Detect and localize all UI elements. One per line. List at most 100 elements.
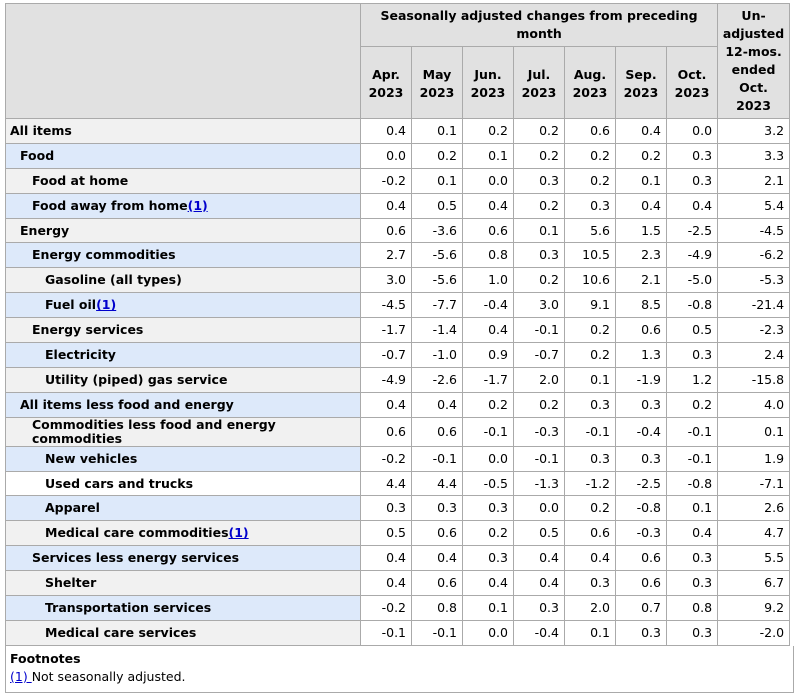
value-cell: 0.3 — [564, 445, 616, 472]
table-row: Gasoline (all types) 3.0 -5.6 1.0 0.2 10.6 2.1… — [5, 267, 791, 294]
value-cell: 0.1 — [615, 167, 667, 194]
unadjusted-header: Un-adjusted 12-mos. ended Oct. 2023 — [717, 3, 791, 119]
value-cell: 0.2 — [462, 520, 514, 547]
month-header: Aug. 2023 — [564, 45, 616, 120]
table-row: Energy 0.6 -3.6 0.6 0.1 5.6 1.5 -2.5 -4.5 — [5, 217, 791, 244]
row-label: All items less food and energy — [5, 391, 361, 418]
cpi-table-container: Seasonally adjusted changes from precedi… — [5, 3, 795, 693]
unadjusted-value-cell: 5.5 — [717, 545, 791, 572]
value-cell: 0.3 — [360, 495, 412, 522]
unadjusted-value-cell: 1.9 — [717, 445, 791, 472]
row-label: Commodities less food and energy commodi… — [5, 416, 361, 447]
table-row: Fuel oil(1) -4.5 -7.7 -0.4 3.0 9.1 8.5 -0.8 -21.… — [5, 292, 791, 319]
value-cell: 0.2 — [564, 167, 616, 194]
footnote-ref-link[interactable]: (1) — [228, 525, 249, 541]
month-header: May 2023 — [411, 45, 463, 120]
row-label: Gasoline (all types) — [5, 267, 361, 294]
row-label-text: Food at home — [32, 172, 129, 188]
value-cell: 0.4 — [360, 192, 412, 219]
row-label-text: Commodities less food and energy commodi… — [32, 416, 276, 446]
unadjusted-value-cell: -6.2 — [717, 242, 791, 269]
row-label: Transportation services — [5, 595, 361, 621]
value-cell: 0.4 — [360, 391, 412, 418]
row-label: Fuel oil(1) — [5, 292, 361, 319]
value-cell: -0.4 — [462, 292, 514, 319]
value-cell: -2.5 — [615, 470, 667, 497]
value-cell: 0.7 — [615, 595, 667, 621]
value-cell: 0.1 — [564, 619, 616, 646]
unadjusted-value-cell: 9.2 — [717, 595, 791, 621]
value-cell: -1.7 — [462, 366, 514, 393]
footnote-text: Not seasonally adjusted. — [31, 668, 186, 684]
value-cell: 0.4 — [360, 570, 412, 597]
value-cell: 0.6 — [615, 570, 667, 597]
value-cell: 0.2 — [462, 391, 514, 418]
row-label: Shelter — [5, 570, 361, 597]
value-cell: 0.2 — [513, 118, 565, 144]
footnote-link[interactable]: (1) — [10, 668, 32, 684]
value-cell: 0.6 — [615, 317, 667, 344]
row-label-text: Apparel — [45, 500, 100, 516]
value-cell: 0.1 — [411, 167, 463, 194]
value-cell: 0.1 — [462, 142, 514, 169]
table-row: Food 0.0 0.2 0.1 0.2 0.2 0.2 0.3 3.3 — [5, 142, 791, 169]
row-label: Food away from home(1) — [5, 192, 361, 219]
value-cell: 4.4 — [411, 470, 463, 497]
value-cell: 0.3 — [462, 495, 514, 522]
value-cell: -1.3 — [513, 470, 565, 497]
table-row: Energy services -1.7 -1.4 0.4 -0.1 0.2 0.6 0.5-… — [5, 317, 791, 344]
value-cell: 0.2 — [513, 192, 565, 219]
value-cell: 0.6 — [411, 520, 463, 547]
cpi-table: Seasonally adjusted changes from precedi… — [5, 3, 791, 646]
row-label: Electricity — [5, 342, 361, 368]
unadjusted-value-cell: -2.3 — [717, 317, 791, 344]
footnote-ref-link[interactable]: (1) — [96, 297, 117, 313]
value-cell: 2.0 — [564, 595, 616, 621]
value-cell: 0.6 — [411, 416, 463, 447]
table-row: Used cars and trucks 4.4 4.4 -0.5 -1.3 -1.2 -2… — [5, 470, 791, 497]
value-cell: -1.7 — [360, 317, 412, 344]
row-label-text: Energy commodities — [32, 247, 176, 263]
value-cell: 1.0 — [462, 267, 514, 294]
table-row: Energy commodities 2.7 -5.6 0.8 0.3 10.5 2.3 -4… — [5, 242, 791, 269]
value-cell: 0.2 — [513, 267, 565, 294]
unadjusted-value-cell: 4.7 — [717, 520, 791, 547]
value-cell: 1.3 — [615, 342, 667, 368]
value-cell: -0.1 — [462, 416, 514, 447]
value-cell: 0.3 — [513, 167, 565, 194]
value-cell: 0.2 — [564, 342, 616, 368]
value-cell: -5.6 — [411, 242, 463, 269]
value-cell: 0.4 — [615, 192, 667, 219]
unadjusted-value-cell: 3.2 — [717, 118, 791, 144]
value-cell: 0.4 — [462, 192, 514, 219]
table-row: Food at home -0.2 0.1 0.0 0.3 0.2 0.1 0.3 2.1 — [5, 167, 791, 194]
value-cell: -0.1 — [411, 619, 463, 646]
header-corner — [5, 3, 361, 119]
value-cell: 0.0 — [462, 167, 514, 194]
value-cell: -0.7 — [513, 342, 565, 368]
value-cell: -0.7 — [360, 342, 412, 368]
value-cell: 0.0 — [462, 619, 514, 646]
value-cell: 0.2 — [513, 391, 565, 418]
unadjusted-value-cell: -7.1 — [717, 470, 791, 497]
value-cell: 0.3 — [665, 167, 719, 194]
footnote-ref-link[interactable]: (1) — [187, 197, 208, 213]
value-cell: 0.0 — [360, 142, 412, 169]
month-header: Jul. 2023 — [513, 45, 565, 120]
value-cell: 0.2 — [513, 142, 565, 169]
table-row: Electricity -0.7 -1.0 0.9 -0.7 0.2 1.3 0.3 2.4 — [5, 342, 791, 368]
value-cell: -2.5 — [665, 217, 719, 244]
value-cell: -4.9 — [360, 366, 412, 393]
value-cell: 0.4 — [462, 317, 514, 344]
value-cell: -0.1 — [513, 317, 565, 344]
unadjusted-value-cell: 2.6 — [717, 495, 791, 522]
unadjusted-value-cell: 4.0 — [717, 391, 791, 418]
value-cell: 0.4 — [411, 391, 463, 418]
value-cell: 0.6 — [462, 217, 514, 244]
value-cell: 0.3 — [615, 445, 667, 472]
footnote-item: (1) Not seasonally adjusted. — [10, 668, 793, 686]
value-cell: 0.5 — [360, 520, 412, 547]
value-cell: 0.8 — [462, 242, 514, 269]
row-label-text: Services less energy services — [32, 550, 240, 566]
row-label-text: Food away from home — [32, 197, 188, 213]
